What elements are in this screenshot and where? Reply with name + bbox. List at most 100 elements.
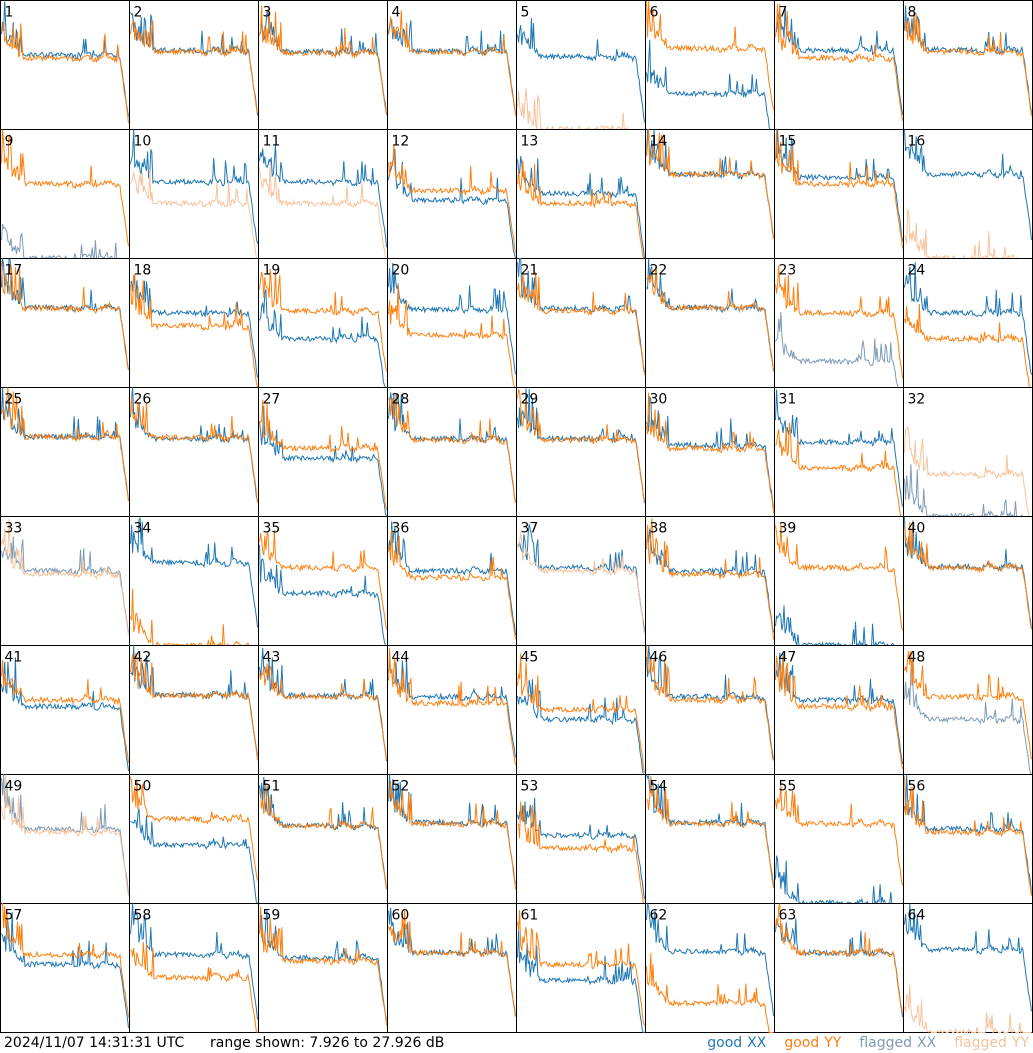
series-yy-panel-56 [904,776,1032,897]
panel-45: 45 [516,645,646,775]
panel-32: 32 [903,387,1033,518]
legend-word: flagged [859,1035,913,1051]
range-value: 7.926 to 27.926 dB [309,1035,445,1051]
panel-label: 25 [5,392,23,408]
panel-8: 8 [903,0,1033,130]
series-yy-panel-60 [388,910,516,1016]
panel-label: 29 [521,392,539,408]
panel-55: 55 [774,774,904,905]
panel-56: 56 [903,774,1033,904]
series-yy-panel-61 [517,909,645,1026]
panel-60: 60 [387,903,517,1033]
panel-label: 8 [908,5,917,21]
series-xx-panel-16 [904,129,1032,241]
panel-label: 53 [521,779,539,795]
series-xx-panel-22 [646,258,774,372]
panel-19: 19 [258,258,388,388]
series-yy-panel-35 [259,530,387,630]
legend-pol: YY [824,1035,842,1051]
panel-9: 9 [0,129,130,261]
panel-frame [258,903,388,1033]
series-xx-panel-32 [904,464,1032,518]
panel-label: 36 [392,521,410,537]
series-yy-panel-31 [775,422,903,517]
series-yy-panel-11 [259,161,387,259]
panel-17: 17 [0,258,130,388]
panel-label: 7 [779,5,788,21]
series-yy-panel-57 [1,902,129,1018]
panel-label: 44 [392,650,410,666]
panel-label: 11 [263,134,281,150]
panel-57: 57 [0,902,130,1033]
panel-6: 6 [645,0,775,130]
panel-frame [645,258,775,388]
series-xx-panel-46 [646,645,774,760]
panel-frame [903,774,1033,904]
panel-label: 43 [263,650,281,666]
panel-24: 24 [903,258,1033,388]
legend: good XX good YY flagged XX flagged YY [707,1033,1029,1053]
panel-36: 36 [387,516,517,646]
panel-63: 63 [774,903,904,1033]
series-yy-panel-53 [517,801,645,904]
panel-frame [774,129,904,259]
panel-61: 61 [516,903,646,1033]
legend-word: good [707,1035,743,1051]
series-yy-panel-54 [646,776,774,889]
panel-64: 64 [903,903,1033,1033]
panel-frame [903,516,1033,646]
panel-label: 26 [134,392,152,408]
series-xx-panel-48 [904,660,1032,775]
panel-label: 34 [134,521,152,537]
series-xx-panel-24 [904,262,1032,375]
series-xx-panel-61 [517,930,645,1033]
legend-entry: good YY [784,1033,841,1053]
series-xx-panel-57 [1,911,129,1028]
series-yy-panel-27 [259,399,387,510]
series-xx-panel-12 [388,149,516,259]
panel-34: 34 [129,516,259,647]
panel-frame [516,0,646,130]
panel-62: 62 [645,903,775,1033]
panel-frame [387,387,517,517]
series-yy-panel-6 [646,1,774,110]
panel-2: 2 [129,0,259,130]
panel-10: 10 [129,129,259,259]
panel-frame [516,129,646,259]
panel-52: 52 [387,774,517,904]
panel-28: 28 [387,387,517,517]
panel-label: 60 [392,908,410,924]
panel-label: 31 [779,392,797,408]
panel-label: 35 [263,521,281,537]
series-xx-panel-4 [388,19,516,113]
series-yy-panel-30 [646,392,774,514]
panel-30: 30 [645,387,775,517]
series-yy-panel-43 [259,663,387,760]
series-xx-panel-58 [130,903,258,1020]
panel-label: 2 [134,5,143,21]
panel-label: 12 [392,134,410,150]
panel-frame [516,258,646,388]
panel-label: 42 [134,650,152,666]
panel-16: 16 [903,129,1033,261]
panel-49: 49 [0,774,130,904]
series-yy-panel-38 [646,518,774,640]
panel-7: 7 [774,0,904,130]
series-yy-panel-23 [775,265,903,379]
panel-25: 25 [0,387,130,517]
panel-27: 27 [258,387,388,517]
series-yy-panel-10 [130,169,258,259]
panel-frame [903,645,1033,775]
panel-label: 15 [779,134,797,150]
series-xx-panel-23 [775,312,903,388]
panel-43: 43 [258,645,388,775]
panel-frame [645,774,775,904]
panel-label: 13 [521,134,539,150]
panel-label: 19 [263,263,281,279]
series-yy-panel-41 [1,660,129,763]
series-yy-panel-42 [130,652,258,761]
panel-4: 4 [387,0,517,130]
series-yy-panel-24 [904,304,1032,388]
series-yy-panel-50 [130,776,258,881]
panel-frame [0,129,130,259]
